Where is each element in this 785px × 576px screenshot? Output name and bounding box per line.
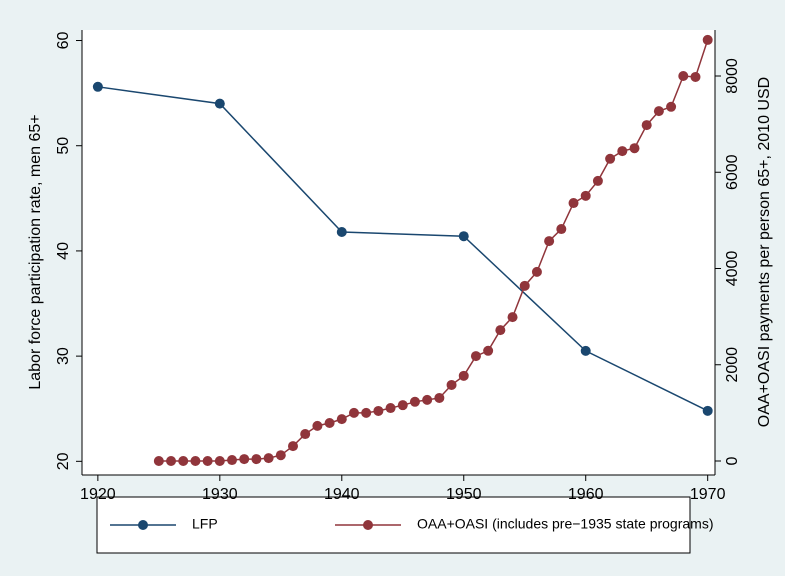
legend-label: OAA+OASI (includes pre−1935 state progra… (417, 516, 713, 532)
point (580, 190, 591, 201)
legend-marker (138, 520, 148, 530)
point (507, 312, 518, 323)
point (702, 34, 713, 45)
point (617, 146, 628, 157)
point (605, 153, 616, 164)
series-line (97, 86, 709, 412)
point (483, 345, 494, 356)
point (470, 351, 481, 362)
point (385, 403, 396, 414)
point (178, 455, 189, 466)
y-axis-title: Labor force participation rate, men 65+ (27, 114, 44, 389)
x-tick-label: 1940 (324, 486, 360, 503)
point (519, 280, 530, 291)
point (214, 98, 225, 109)
point (446, 379, 457, 390)
point (666, 101, 677, 112)
legend-label: LFP (192, 516, 218, 532)
y2-tick-label: 6000 (724, 154, 741, 190)
point (227, 455, 238, 466)
point (361, 407, 372, 418)
point (239, 454, 250, 465)
point (288, 441, 298, 452)
point (336, 414, 347, 425)
point (166, 455, 177, 466)
point (397, 400, 408, 411)
point (409, 396, 420, 407)
point (495, 325, 506, 336)
x-tick-label: 1970 (690, 486, 726, 503)
point (458, 370, 469, 381)
point (556, 224, 567, 235)
point (580, 345, 591, 356)
series-line (158, 39, 709, 462)
point (263, 453, 274, 464)
point (702, 405, 713, 416)
point (641, 120, 652, 131)
point (373, 405, 384, 416)
y2-tick-label: 4000 (724, 251, 741, 287)
y-tick-label: 20 (55, 452, 72, 470)
point (592, 175, 603, 186)
point (251, 454, 262, 465)
point (275, 450, 286, 461)
point (214, 455, 225, 466)
point (312, 420, 323, 431)
y-tick-label: 30 (55, 347, 72, 365)
point (653, 106, 664, 117)
x-tick-label: 1950 (446, 486, 482, 503)
point (678, 71, 689, 82)
point (458, 231, 469, 242)
point (531, 266, 542, 277)
y2-tick-label: 8000 (724, 58, 741, 94)
point (190, 455, 201, 466)
point (324, 417, 335, 428)
x-tick-label: 1960 (568, 486, 604, 503)
point (422, 394, 433, 405)
y-tick-label: 40 (55, 242, 72, 260)
y-tick-label: 60 (55, 32, 72, 50)
point (336, 226, 347, 237)
point (690, 71, 701, 82)
point (92, 81, 103, 92)
plot-area (82, 30, 715, 475)
y-tick-label: 50 (55, 137, 72, 155)
point (629, 143, 640, 154)
point (568, 198, 579, 209)
point (434, 392, 445, 403)
point (348, 407, 359, 418)
x-tick-label: 1930 (202, 486, 238, 503)
legend-marker (363, 520, 373, 530)
y2-tick-label: 2000 (724, 347, 741, 383)
point (153, 455, 164, 466)
y2-axis-title: OAA+OASI payments per person 65+, 2010 U… (756, 77, 773, 427)
x-tick-label: 1920 (80, 486, 116, 503)
y2-tick-label: 0 (724, 456, 741, 465)
point (544, 236, 555, 247)
point (300, 429, 311, 440)
point (202, 455, 213, 466)
